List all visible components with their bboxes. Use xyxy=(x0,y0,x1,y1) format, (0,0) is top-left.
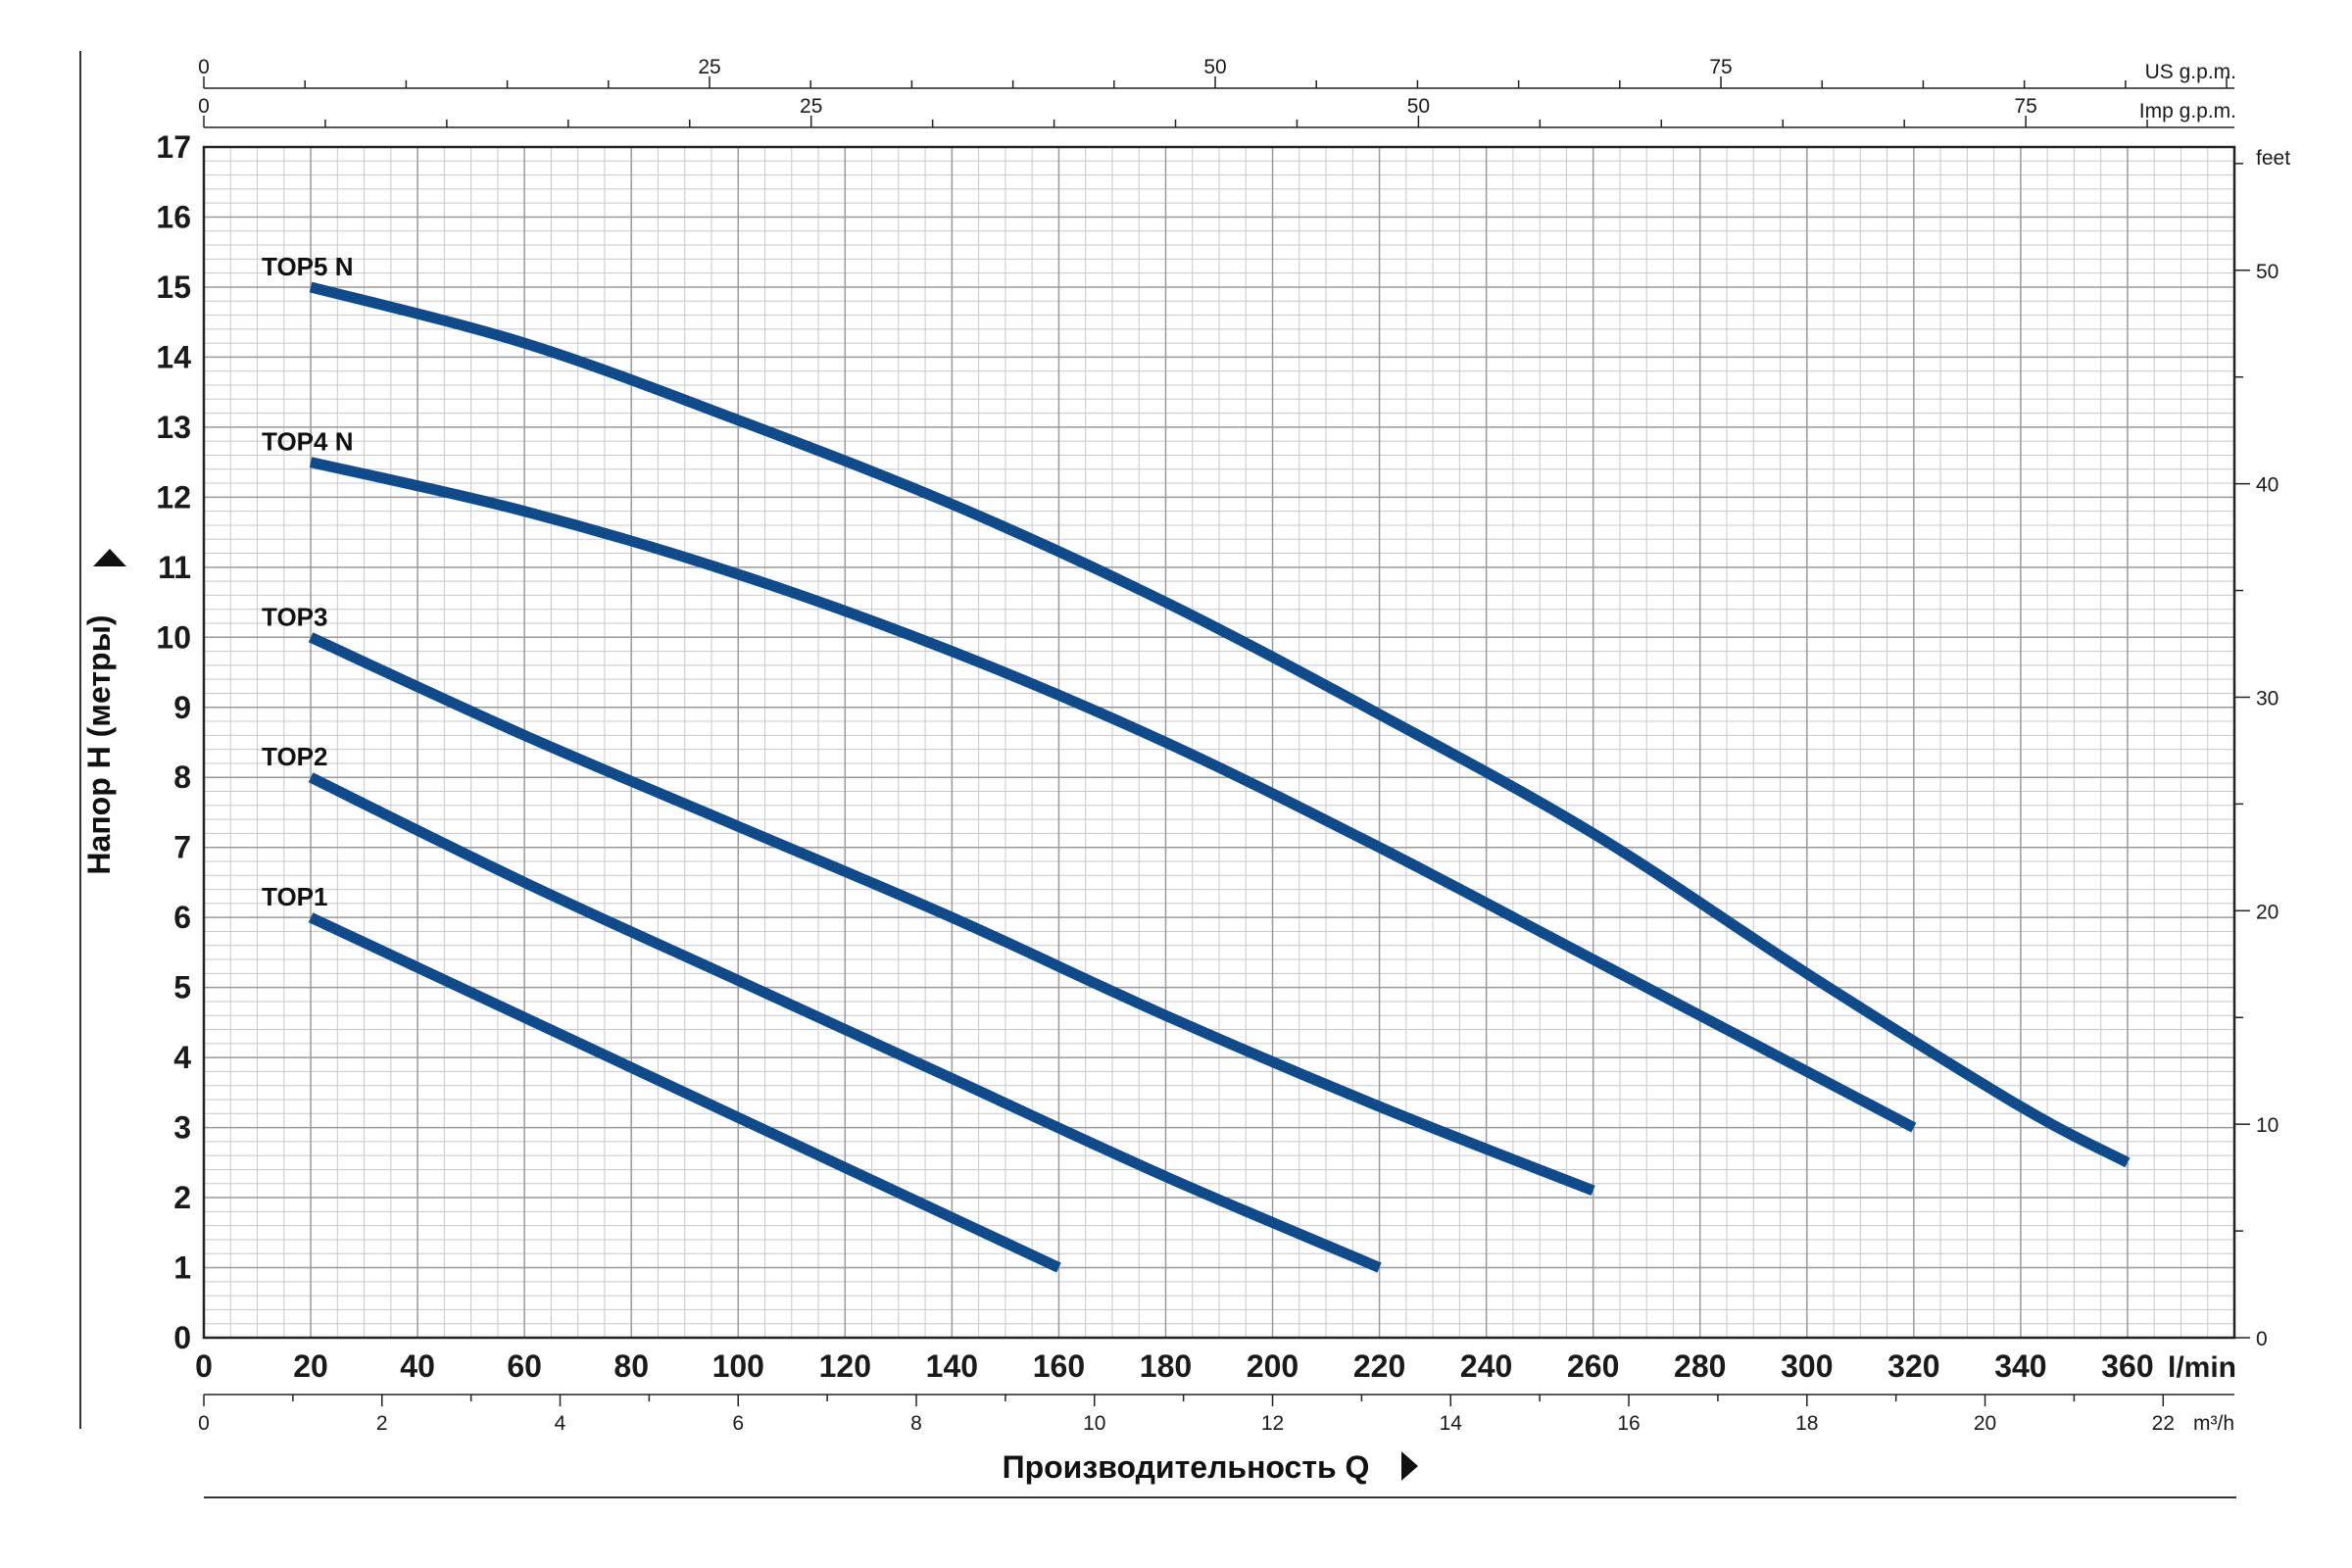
x-tick-label: 340 xyxy=(1994,1348,2046,1384)
x-tick-label: 0 xyxy=(195,1348,213,1384)
y-tick-label: 17 xyxy=(156,129,191,165)
x-tick-label: 80 xyxy=(613,1348,649,1384)
feet-tick-label: 50 xyxy=(2256,261,2278,283)
x-tick-label: 220 xyxy=(1353,1348,1405,1384)
series-line-top1 xyxy=(308,912,1061,1273)
x-tick-label: 180 xyxy=(1140,1348,1192,1384)
y-tick-label: 15 xyxy=(156,270,191,305)
series-line-top3 xyxy=(308,632,1595,1197)
y-tick-label: 5 xyxy=(173,970,191,1005)
us-tick-label: 0 xyxy=(198,56,210,78)
x-unit-label: l/min xyxy=(2168,1351,2236,1384)
imp-tick-label: 75 xyxy=(2014,95,2036,118)
m3h-tick-label: 2 xyxy=(376,1412,388,1435)
y-axis-title-arrow xyxy=(93,549,126,566)
x-tick-label: 160 xyxy=(1033,1348,1085,1384)
series-line-top4-n xyxy=(309,457,1917,1133)
y-tick-label: 12 xyxy=(156,479,191,514)
us-tick-label: 50 xyxy=(1203,56,1226,78)
y-tick-label: 7 xyxy=(173,830,191,865)
m3h-tick-label: 16 xyxy=(1617,1412,1640,1435)
m3h-tick-label: 6 xyxy=(732,1412,744,1435)
m3h-tick-label: 8 xyxy=(910,1412,922,1435)
y-tick-label: 14 xyxy=(156,339,191,374)
feet-tick-label: 40 xyxy=(2256,474,2278,497)
y-tick-label: 10 xyxy=(156,619,191,655)
x-tick-label: 300 xyxy=(1781,1348,1833,1384)
series-line-top2 xyxy=(308,772,1382,1273)
x-tick-label: 120 xyxy=(819,1348,871,1384)
y-tick-label: 11 xyxy=(158,550,191,585)
x-tick-label: 280 xyxy=(1674,1348,1726,1384)
y-tick-label: 4 xyxy=(173,1040,191,1075)
imp-tick-label: 50 xyxy=(1407,95,1430,118)
us-unit-label: US g.p.m. xyxy=(2145,61,2236,83)
x-tick-label: 360 xyxy=(2101,1348,2153,1384)
series-line-top5-n xyxy=(309,281,2131,1168)
x-tick-label: 100 xyxy=(712,1348,764,1384)
x-axis-title: Производительность Q xyxy=(1003,1449,1370,1485)
y-axis-title: Напор H (метры) xyxy=(81,614,117,874)
x-tick-label: 260 xyxy=(1567,1348,1619,1384)
series-label-top3: TOP3 xyxy=(262,602,327,631)
imp-unit-label: Imp g.p.m. xyxy=(2139,100,2236,122)
y-tick-label: 6 xyxy=(173,900,191,935)
m3h-tick-label: 20 xyxy=(1974,1412,1996,1435)
m3h-tick-label: 10 xyxy=(1083,1412,1105,1435)
feet-tick-label: 20 xyxy=(2256,901,2278,923)
y-tick-label: 2 xyxy=(173,1180,191,1215)
x-tick-label: 20 xyxy=(293,1348,328,1384)
us-tick-label: 75 xyxy=(1709,56,1732,78)
m3h-tick-label: 0 xyxy=(198,1412,210,1435)
x-tick-label: 40 xyxy=(400,1348,435,1384)
plot-frame xyxy=(202,145,2236,1340)
x-axis-title-arrow xyxy=(1401,1451,1418,1481)
feet-tick-label: 30 xyxy=(2256,687,2278,710)
m3h-unit-label: m³/h xyxy=(2193,1412,2234,1435)
y-tick-label: 3 xyxy=(173,1110,191,1146)
series-label-top2: TOP2 xyxy=(262,742,327,771)
y-tick-label: 0 xyxy=(173,1320,191,1355)
y-tick-label: 13 xyxy=(156,410,191,445)
series-label-top1: TOP1 xyxy=(262,882,327,911)
imp-tick-label: 25 xyxy=(800,95,822,118)
feet-tick-label: 0 xyxy=(2256,1328,2268,1350)
x-tick-label: 200 xyxy=(1247,1348,1298,1384)
m3h-tick-label: 4 xyxy=(555,1412,566,1435)
m3h-tick-label: 18 xyxy=(1795,1412,1818,1435)
y-tick-label: 8 xyxy=(173,760,191,795)
y-tick-label: 1 xyxy=(173,1250,191,1286)
us-tick-label: 25 xyxy=(698,56,720,78)
series: TOP1 TOP2 TOP3 TOP4 N TOP5 N xyxy=(262,252,2131,1273)
m3h-tick-label: 12 xyxy=(1261,1412,1284,1435)
y-tick-label: 16 xyxy=(156,199,191,234)
m3h-tick-label: 14 xyxy=(1440,1412,1463,1435)
x-tick-label: 320 xyxy=(1887,1348,1939,1384)
feet-tick-label: 10 xyxy=(2256,1114,2278,1137)
grid xyxy=(203,146,2234,1339)
series-label-top5-n: TOP5 N xyxy=(262,252,353,281)
feet-unit-label: feet xyxy=(2256,147,2290,170)
x-tick-label: 140 xyxy=(926,1348,978,1384)
y-tick-label: 9 xyxy=(173,690,191,725)
axes xyxy=(79,51,2250,1498)
x-tick-label: 60 xyxy=(507,1348,542,1384)
x-tick-label: 240 xyxy=(1460,1348,1512,1384)
series-label-top4-n: TOP4 N xyxy=(262,427,353,457)
m3h-tick-label: 22 xyxy=(2152,1412,2175,1435)
imp-tick-label: 0 xyxy=(198,95,210,118)
